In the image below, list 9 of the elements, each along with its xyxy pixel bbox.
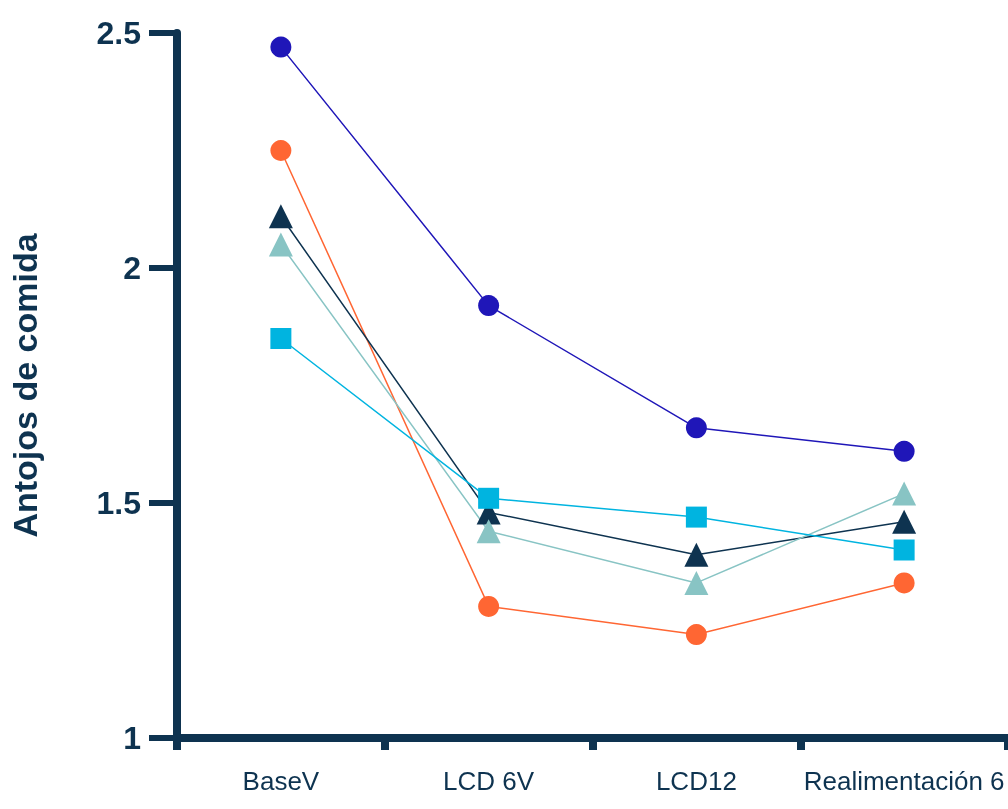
x-tick-label: LCD12 — [655, 766, 737, 796]
x-tick-label: Realimentación 6 — [803, 766, 1005, 796]
x-tick-label: BaseV — [242, 766, 320, 796]
y-tick-label: 1 — [123, 720, 141, 756]
y-axis-title: Antojos de comida — [6, 232, 44, 538]
y-tick-label: 2.5 — [96, 15, 141, 51]
y-tick-label: 2 — [123, 250, 141, 286]
y-tick-label: 1.5 — [96, 485, 141, 521]
x-tick-label: LCD 6V — [443, 766, 535, 796]
